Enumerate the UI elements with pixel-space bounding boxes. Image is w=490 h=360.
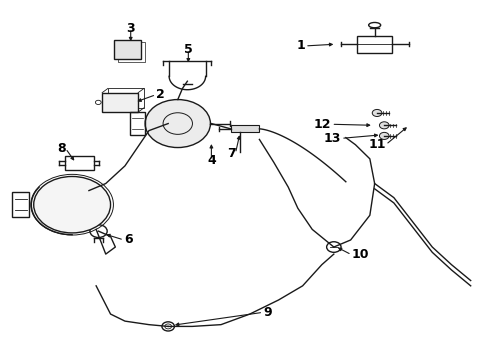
Text: 7: 7: [227, 147, 235, 160]
Text: 8: 8: [57, 142, 65, 155]
Circle shape: [34, 176, 111, 233]
Polygon shape: [102, 93, 138, 112]
Polygon shape: [114, 40, 141, 59]
Text: 1: 1: [296, 40, 305, 53]
Text: 5: 5: [184, 43, 193, 56]
Text: 13: 13: [324, 132, 341, 145]
Polygon shape: [231, 125, 259, 132]
Text: 11: 11: [368, 138, 386, 151]
Text: 10: 10: [352, 248, 369, 261]
Text: 2: 2: [156, 88, 165, 101]
Text: 9: 9: [263, 306, 272, 319]
Text: 12: 12: [314, 118, 331, 131]
Circle shape: [379, 132, 389, 139]
Circle shape: [145, 100, 210, 148]
Text: 4: 4: [207, 154, 216, 167]
Circle shape: [372, 109, 382, 117]
Text: 3: 3: [126, 22, 135, 35]
Circle shape: [379, 122, 389, 129]
Text: 6: 6: [124, 234, 133, 247]
